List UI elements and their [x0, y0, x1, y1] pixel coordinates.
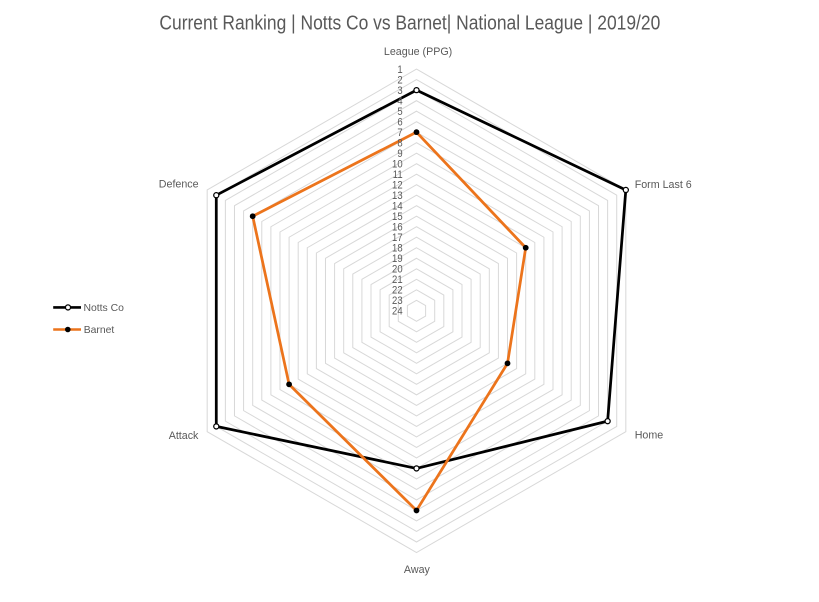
svg-text:Home: Home	[635, 430, 664, 442]
svg-text:Form Last 6: Form Last 6	[635, 179, 692, 191]
svg-text:1: 1	[397, 64, 403, 76]
svg-text:3: 3	[397, 85, 403, 97]
svg-text:11: 11	[393, 169, 403, 181]
svg-text:21: 21	[392, 274, 403, 286]
svg-text:24: 24	[392, 306, 403, 318]
svg-text:23: 23	[392, 295, 403, 307]
svg-text:7: 7	[397, 127, 403, 139]
svg-text:Defence: Defence	[159, 179, 199, 191]
svg-text:13: 13	[392, 190, 403, 202]
svg-text:4: 4	[397, 96, 403, 108]
svg-text:Attack: Attack	[169, 430, 199, 442]
svg-text:Notts Co: Notts Co	[84, 303, 125, 314]
svg-text:2: 2	[397, 75, 403, 87]
svg-text:Away: Away	[404, 564, 431, 576]
svg-text:10: 10	[392, 159, 403, 171]
svg-text:18: 18	[392, 243, 403, 255]
svg-text:9: 9	[397, 148, 403, 160]
svg-text:12: 12	[392, 180, 403, 192]
svg-text:22: 22	[392, 285, 403, 297]
svg-text:17: 17	[392, 232, 403, 244]
svg-text:8: 8	[397, 138, 403, 150]
svg-text:Current Ranking | Notts Co vs: Current Ranking | Notts Co vs Barnet| Na…	[159, 12, 660, 34]
svg-text:16: 16	[392, 222, 403, 234]
svg-text:15: 15	[392, 211, 403, 223]
svg-text:Barnet: Barnet	[84, 325, 115, 336]
svg-text:20: 20	[392, 264, 403, 276]
svg-text:5: 5	[397, 106, 403, 118]
svg-text:19: 19	[392, 253, 403, 265]
svg-text:14: 14	[392, 201, 403, 213]
svg-text:6: 6	[397, 117, 403, 129]
svg-text:League (PPG): League (PPG)	[384, 46, 452, 58]
